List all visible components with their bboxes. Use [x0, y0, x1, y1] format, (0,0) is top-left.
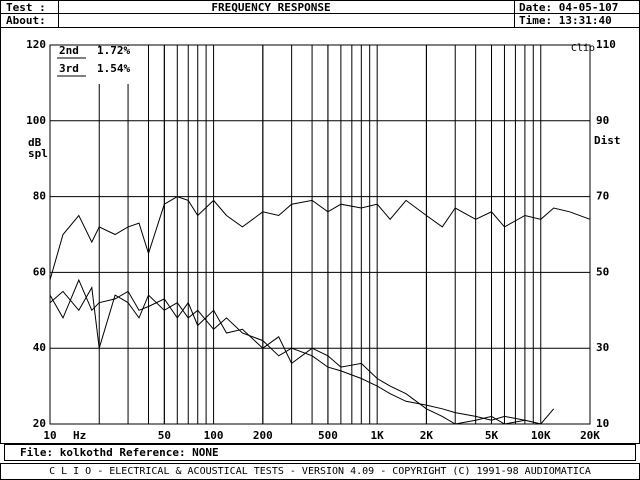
- date: Date: 04-05-107: [519, 1, 618, 14]
- series-line: [49, 286, 555, 425]
- file-info: File: kolkothd Reference: NONE: [20, 446, 219, 459]
- y-tick-label: 60: [33, 265, 46, 278]
- banner: C L I O - ELECTRICAL & ACOUSTICAL TESTS …: [49, 466, 591, 477]
- y2-tick-label: 30: [596, 341, 609, 354]
- time: Time: 13:31:40: [519, 14, 612, 27]
- series-line: [49, 196, 591, 281]
- series-line: [49, 278, 541, 425]
- x-tick-label: 100: [204, 429, 224, 442]
- header-title: FREQUENCY RESPONSE: [211, 1, 330, 14]
- title-cell: [59, 1, 514, 13]
- x-tick-label: 1K: [371, 429, 385, 442]
- y2-tick-label: 50: [596, 265, 609, 278]
- y2-axis-label: Dist: [594, 134, 621, 147]
- x-tick-label: 10: [43, 429, 56, 442]
- y-tick-label: 80: [33, 190, 46, 203]
- file-box: [4, 444, 636, 461]
- legend-name: 2nd: [59, 44, 79, 57]
- y-axis-label: dB: [28, 136, 42, 149]
- x-tick-label: 10K: [531, 429, 551, 442]
- y2-tick-label: 90: [596, 114, 609, 127]
- x-tick-label: 50: [158, 429, 171, 442]
- y-tick-label: 100: [26, 114, 46, 127]
- y-tick-label: 20: [33, 417, 46, 430]
- brand: Clio: [571, 43, 595, 54]
- y-axis-label: spl: [28, 147, 48, 160]
- x-tick-label: 2K: [420, 429, 434, 442]
- legend-value: 1.72%: [97, 44, 130, 57]
- x-tick-label: 500: [318, 429, 338, 442]
- y-tick-label: 40: [33, 341, 46, 354]
- y-tick-label: 120: [26, 38, 46, 51]
- x-tick-label: 20K: [580, 429, 600, 442]
- legend-value: 1.54%: [97, 62, 130, 75]
- y2-tick-label: 70: [596, 190, 609, 203]
- y2-tick-label: 10: [596, 417, 609, 430]
- about-label: About:: [6, 14, 46, 27]
- x-tick-label: 5K: [485, 429, 499, 442]
- legend-box: [51, 46, 141, 84]
- x-tick-label: 200: [253, 429, 273, 442]
- legend-name: 3rd: [59, 62, 79, 75]
- plot-frame: [49, 44, 591, 425]
- test-label: Test :: [6, 1, 46, 14]
- y2-tick-label: 110: [596, 38, 616, 51]
- x-unit: Hz: [73, 429, 86, 442]
